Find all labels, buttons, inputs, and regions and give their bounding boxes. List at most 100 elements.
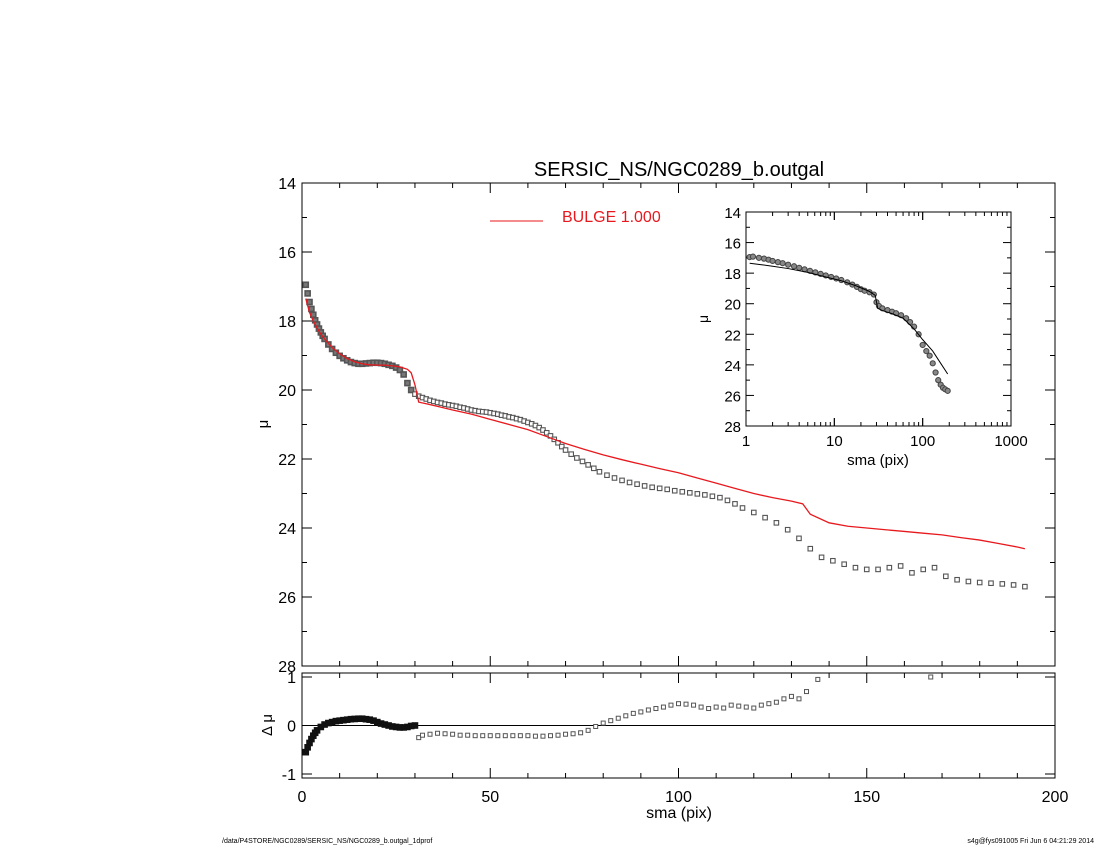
residual-point (804, 689, 810, 695)
data-point (604, 472, 610, 479)
inset-panel: 14 16 18 20 22 24 26 281 10 100 1000 μ sma (pix) (695, 205, 1028, 469)
legend: BULGE 1.000 (490, 209, 661, 226)
residual-point (691, 702, 697, 708)
residual-point (758, 702, 764, 708)
inset-y-tick-label: 24 (724, 358, 741, 375)
footer-file-path: /data/P4STORE/NGC0289/SERSIC_NS/NGC0289_… (222, 838, 433, 845)
data-point (999, 581, 1006, 587)
inset-y-tick-label: 16 (724, 236, 741, 253)
data-point (830, 557, 836, 564)
data-point (943, 573, 949, 580)
residual-point (510, 733, 516, 739)
residual-point (615, 715, 621, 721)
inset-x-tick-label: 1 (742, 433, 750, 450)
y-tick-label: 28 (278, 659, 296, 676)
data-point (988, 580, 994, 587)
residual-point (623, 713, 629, 719)
data-point (694, 491, 701, 497)
data-point (976, 579, 983, 586)
chart-title: SERSIC_NS/NGC0289_b.outgal (534, 159, 824, 181)
x-tick-label: 150 (853, 789, 880, 806)
inset-data-point (749, 253, 757, 260)
residual-point (517, 733, 523, 739)
residual-point (585, 727, 591, 733)
residual-point (427, 731, 433, 737)
y-tick-label: 22 (278, 452, 296, 469)
inset-data-point (755, 254, 763, 261)
residual-point (472, 733, 478, 739)
inset-y-tick-label: 28 (724, 419, 741, 436)
y-tick-label: 20 (278, 383, 296, 400)
data-point (611, 475, 618, 481)
inset-x-axis-label: sma (pix) (847, 452, 909, 469)
residual-point (773, 699, 779, 705)
data-point (954, 576, 960, 583)
residual-point (457, 732, 463, 738)
residual-point (547, 733, 553, 739)
inset-x-tick-label: 100 (910, 433, 935, 450)
inset-data-point (932, 369, 939, 376)
residual-point (781, 696, 787, 702)
residual-point (525, 733, 531, 739)
residual-point (653, 706, 659, 712)
residual-point (555, 732, 561, 738)
data-point (920, 566, 927, 573)
residual-point (540, 733, 546, 739)
inset-y-tick-label: 18 (724, 266, 741, 283)
data-point (304, 290, 311, 297)
residual-point (796, 696, 802, 702)
residual-point (442, 731, 448, 737)
data-point (679, 488, 686, 495)
main-model-line (305, 298, 1026, 550)
data-point (664, 486, 671, 493)
footer-timestamp: s4g@fys091005 Fri Jun 6 04:21:29 2014 (967, 838, 1094, 845)
main-data-points (302, 281, 1028, 590)
legend-label-bulge: BULGE 1.000 (562, 209, 661, 226)
data-point (325, 341, 332, 348)
data-point (931, 564, 938, 571)
y-tick-label: 26 (278, 590, 296, 607)
residual-point (698, 704, 704, 710)
residual-point (683, 701, 689, 707)
inset-y-tick-label: 26 (724, 388, 741, 405)
data-point (909, 570, 915, 576)
residual-point (706, 706, 712, 712)
model-line (305, 298, 1026, 550)
data-point (634, 481, 640, 487)
data-point (562, 447, 569, 453)
inset-plot-frame (745, 211, 1012, 427)
residual-point (578, 730, 584, 736)
inset-data-point (929, 360, 936, 367)
data-point (709, 493, 716, 500)
x-axis-label: sma (pix) (646, 805, 712, 822)
y-tick-label: 24 (278, 521, 296, 538)
residual-point (668, 702, 674, 708)
data-point (717, 494, 723, 501)
data-point (574, 455, 580, 461)
data-point (1022, 583, 1028, 590)
residual-point (788, 693, 794, 699)
x-tick-label: 0 (298, 789, 307, 806)
data-point (568, 451, 574, 457)
x-tick-label: 50 (481, 789, 499, 806)
residual-point (736, 703, 742, 709)
data-point (875, 566, 881, 573)
residual-point (721, 705, 727, 711)
main-y-axis-label: μ (255, 420, 272, 429)
data-point (400, 371, 407, 378)
inset-data-point (926, 352, 933, 359)
data-point (965, 578, 972, 585)
residual-point (419, 732, 425, 738)
data-point (852, 564, 859, 571)
residual-y-tick-label: 1 (287, 670, 296, 687)
residual-point (638, 709, 644, 715)
inset-y-tick-label: 22 (724, 327, 741, 344)
residual-point (487, 733, 493, 739)
inset-data-point (935, 377, 942, 384)
inset-model-line-path (749, 262, 949, 375)
x-tick-label: 100 (665, 789, 692, 806)
inset-data-point (779, 260, 786, 267)
inset-data-point (944, 387, 951, 394)
